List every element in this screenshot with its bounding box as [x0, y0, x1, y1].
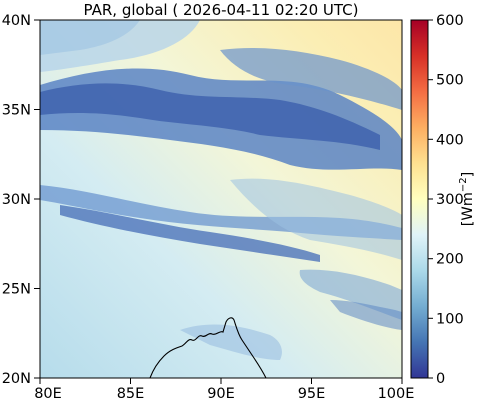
colorbar-tick-label: 100 [436, 311, 464, 327]
colorbar-gradient [410, 19, 429, 379]
lat-tick-label: 25N [2, 282, 31, 298]
lon-tick-label: 100E [378, 386, 415, 402]
lon-tick-label: 80E [34, 386, 62, 402]
lat-tick-label: 35N [2, 103, 31, 119]
lon-tick-label: 85E [117, 386, 145, 402]
colorbar-label-exponent: −2 [458, 177, 469, 192]
colorbar-label: [Wm−2] [458, 172, 476, 227]
lat-axis: 40N 35N 30N 25N 20N [2, 13, 40, 387]
colorbar-tick-label: 200 [436, 252, 464, 268]
lat-tick-label: 40N [2, 13, 31, 29]
lon-tick-label: 90E [207, 386, 235, 402]
colorbar-tick-label: 400 [436, 132, 464, 148]
colorbar-tick-label: 0 [436, 371, 445, 387]
colorbar-tick-label: 300 [436, 192, 464, 208]
lon-axis: 80E 85E 90E 95E 100E [34, 378, 414, 402]
coastline [149, 317, 267, 378]
colorbar-label-unit: [Wm [460, 192, 476, 226]
colorbar-label-close: ] [460, 172, 476, 178]
lon-tick-label: 95E [298, 386, 326, 402]
colorbar-tick-label: 500 [436, 73, 464, 89]
colorbar: 600 500 400 300 200 100 0 [Wm−2] [410, 13, 476, 387]
par-field [40, 20, 402, 378]
colorbar-tick-label: 600 [436, 13, 464, 29]
lat-tick-label: 30N [2, 192, 31, 208]
lat-tick-label: 20N [2, 371, 31, 387]
map-title: PAR, global ( 2026-04-11 02:20 UTC) [83, 1, 359, 19]
